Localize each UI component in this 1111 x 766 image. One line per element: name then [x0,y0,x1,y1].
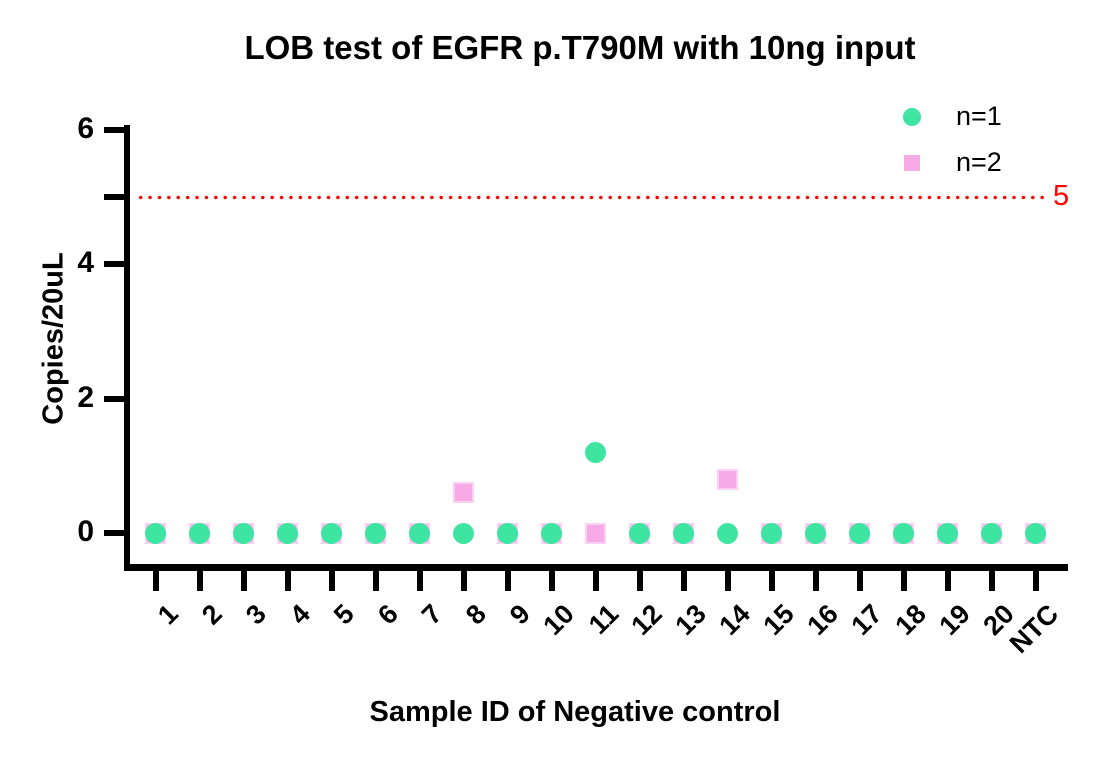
data-point-circle [453,522,474,544]
data-point-square [717,468,738,490]
x-tick-label: 18 [889,598,933,642]
x-tick [768,571,775,591]
x-tick [636,571,643,591]
data-point-circle [541,522,562,544]
x-tick [812,571,819,591]
x-tick-label: 5 [328,598,361,631]
x-tick-label: 7 [416,598,449,631]
x-axis-title: Sample ID of Negative control [369,696,781,728]
data-point-circle [409,522,430,544]
y-tick [104,261,124,268]
data-point-circle [365,522,386,544]
x-tick-label: 1 [152,598,185,631]
x-tick [152,571,159,591]
x-tick [328,571,335,591]
data-point-circle [277,522,298,544]
data-point-circle [1025,522,1046,544]
y-tick [104,530,124,536]
x-tick-label: 14 [713,598,757,642]
y-tick-label: 4 [77,246,94,280]
data-point-circle [233,522,254,544]
threshold-dotted-line [136,194,1050,201]
y-tick-threshold [104,194,124,200]
chart-title: LOB test of EGFR p.T790M with 10ng input [244,29,916,66]
data-point-circle [629,522,650,544]
x-tick-label: 19 [933,598,977,642]
x-tick-label: 8 [460,598,493,631]
y-tick-label: 0 [77,515,94,548]
data-point-square [585,522,606,544]
data-point-circle [849,522,870,544]
data-point-circle [981,522,1002,544]
data-point-circle [673,522,694,544]
x-tick-label: 11 [582,598,625,640]
x-tick-label: 6 [372,598,405,631]
x-tick-label: NTC [1003,598,1065,660]
x-tick [460,571,467,591]
x-tick [592,571,599,591]
x-tick-label: 10 [537,598,581,642]
data-point-circle [585,441,606,463]
data-point-square [453,482,474,504]
x-tick [1032,571,1039,591]
data-point-circle [805,522,826,544]
legend-label: n=1 [956,101,1002,131]
y-tick [104,395,124,402]
y-tick [104,126,124,133]
x-tick-label: 9 [504,598,537,631]
x-tick-label: 12 [625,598,669,642]
data-point-circle [761,522,782,544]
data-point-circle [497,522,518,544]
x-tick [680,571,687,591]
y-axis-title: Copies/20uL [37,252,70,425]
x-tick [196,571,203,591]
x-tick [548,571,555,591]
data-point-circle [717,522,738,544]
x-tick [724,571,731,591]
x-tick [856,571,863,591]
x-tick-label: 3 [240,598,273,631]
x-tick [988,571,995,591]
x-axis-line [124,564,1068,571]
y-axis-line [124,125,130,571]
data-point-circle [893,522,914,544]
x-tick [284,571,291,591]
x-tick [944,571,951,591]
x-tick [416,571,423,591]
x-tick-label: 13 [669,598,713,642]
x-tick [240,571,247,591]
x-tick [372,571,379,591]
data-point-circle [321,522,342,544]
legend-marker-square [904,155,920,171]
threshold-label: 5 [1053,180,1070,212]
x-tick [900,571,907,591]
legend-label: n=2 [956,147,1002,177]
x-tick-label: 15 [757,598,801,642]
y-tick-label: 2 [77,380,94,414]
x-tick [504,571,511,591]
y-tick-label: 6 [77,111,94,145]
x-tick-label: 2 [196,598,229,631]
x-tick-label: 4 [284,598,317,631]
data-point-circle [937,522,958,544]
x-tick-label: 17 [845,598,889,642]
data-point-circle [145,522,166,544]
legend-marker-circle [903,108,921,126]
data-point-circle [189,522,210,544]
x-tick-label: 16 [801,598,845,642]
